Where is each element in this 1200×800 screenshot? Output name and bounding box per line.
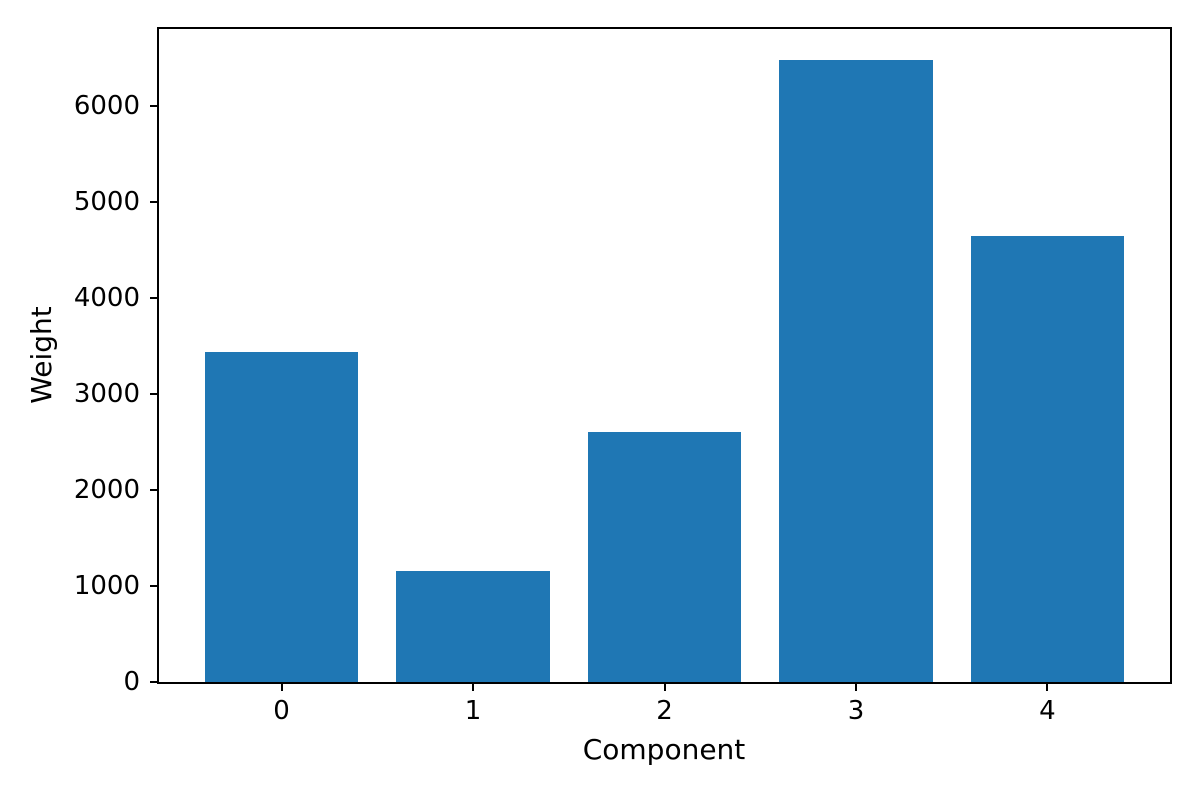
y-tick-mark bbox=[150, 201, 159, 204]
y-tick-mark bbox=[150, 585, 159, 588]
y-tick-mark bbox=[150, 297, 159, 300]
x-tick-label: 2 bbox=[656, 696, 673, 726]
bar-component-4 bbox=[970, 235, 1125, 682]
bar-component-2 bbox=[587, 432, 742, 682]
x-axis-label: Component bbox=[582, 733, 746, 766]
x-tick-mark bbox=[1046, 682, 1049, 691]
y-tick-mark bbox=[150, 681, 159, 683]
y-tick-mark bbox=[150, 105, 159, 108]
x-tick-label: 3 bbox=[847, 696, 865, 726]
bar-component-3 bbox=[779, 60, 933, 682]
y-tick-mark bbox=[150, 393, 159, 396]
y-tick-label: 5000 bbox=[73, 187, 140, 218]
x-tick-mark bbox=[663, 682, 666, 691]
x-tick-label: 4 bbox=[1039, 696, 1056, 726]
x-tick-mark bbox=[280, 682, 283, 691]
y-tick-label: 2000 bbox=[73, 475, 140, 506]
bar-component-1 bbox=[396, 570, 550, 682]
y-tick-label: 0 bbox=[123, 667, 140, 697]
y-tick-label: 3000 bbox=[73, 379, 140, 410]
y-tick-label: 4000 bbox=[73, 283, 140, 314]
y-tick-label: 6000 bbox=[73, 91, 140, 122]
x-tick-label: 0 bbox=[273, 696, 290, 726]
y-tick-label: 1000 bbox=[73, 571, 140, 602]
x-tick-mark bbox=[472, 682, 475, 691]
x-tick-label: 1 bbox=[464, 696, 482, 726]
y-tick-mark bbox=[150, 489, 159, 492]
x-tick-mark bbox=[854, 682, 857, 691]
bar-component-0 bbox=[204, 351, 359, 682]
